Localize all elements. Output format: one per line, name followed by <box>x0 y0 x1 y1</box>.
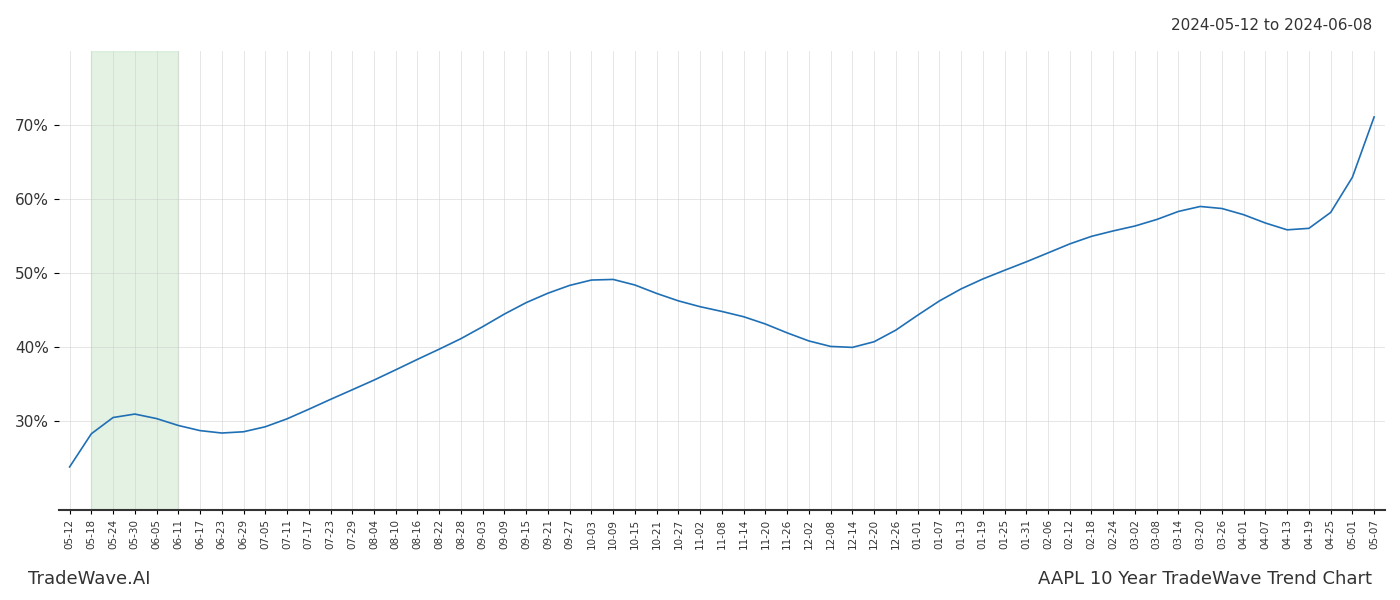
Text: TradeWave.AI: TradeWave.AI <box>28 570 151 588</box>
Bar <box>91 51 178 510</box>
Text: AAPL 10 Year TradeWave Trend Chart: AAPL 10 Year TradeWave Trend Chart <box>1037 570 1372 588</box>
Text: 2024-05-12 to 2024-06-08: 2024-05-12 to 2024-06-08 <box>1170 18 1372 33</box>
